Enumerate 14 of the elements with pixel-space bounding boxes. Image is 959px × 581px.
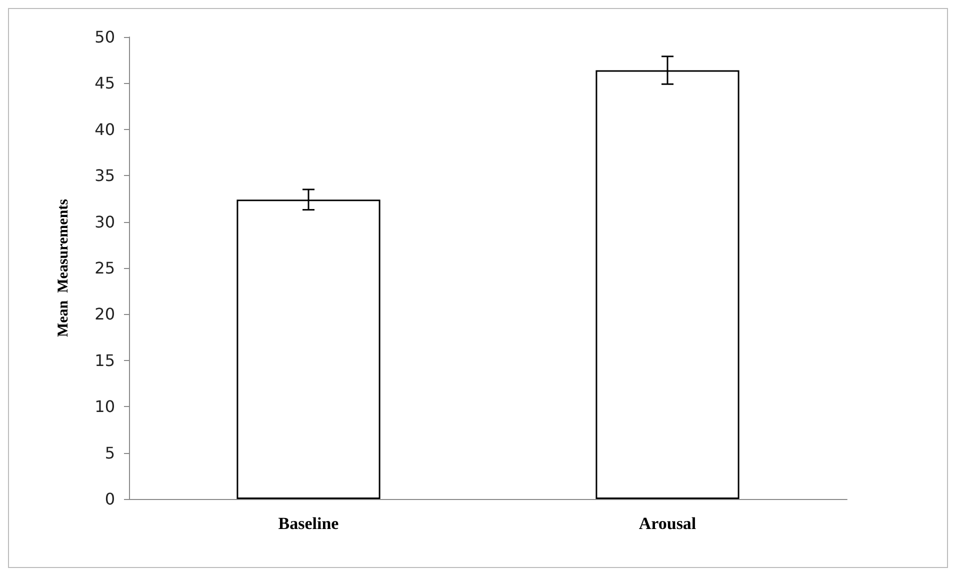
y-tick-label: 45 bbox=[94, 74, 115, 93]
y-tick-label: 10 bbox=[94, 397, 115, 416]
y-tick-label: 30 bbox=[94, 212, 115, 232]
y-tick-label: 15 bbox=[94, 350, 115, 370]
y-tick-label: 40 bbox=[94, 120, 115, 139]
x-tick-label: Baseline bbox=[278, 514, 340, 533]
y-tick-label: 5 bbox=[104, 443, 115, 462]
y-tick-label: 25 bbox=[94, 258, 115, 278]
x-tick-label: Arousal bbox=[638, 514, 696, 533]
y-tick-label: 20 bbox=[94, 304, 115, 324]
y-axis-title: Mean Measurements bbox=[56, 198, 72, 338]
y-tick-label: 35 bbox=[94, 166, 115, 186]
y-tick-label: 50 bbox=[94, 28, 115, 46]
y-tick-label: 0 bbox=[104, 490, 115, 508]
